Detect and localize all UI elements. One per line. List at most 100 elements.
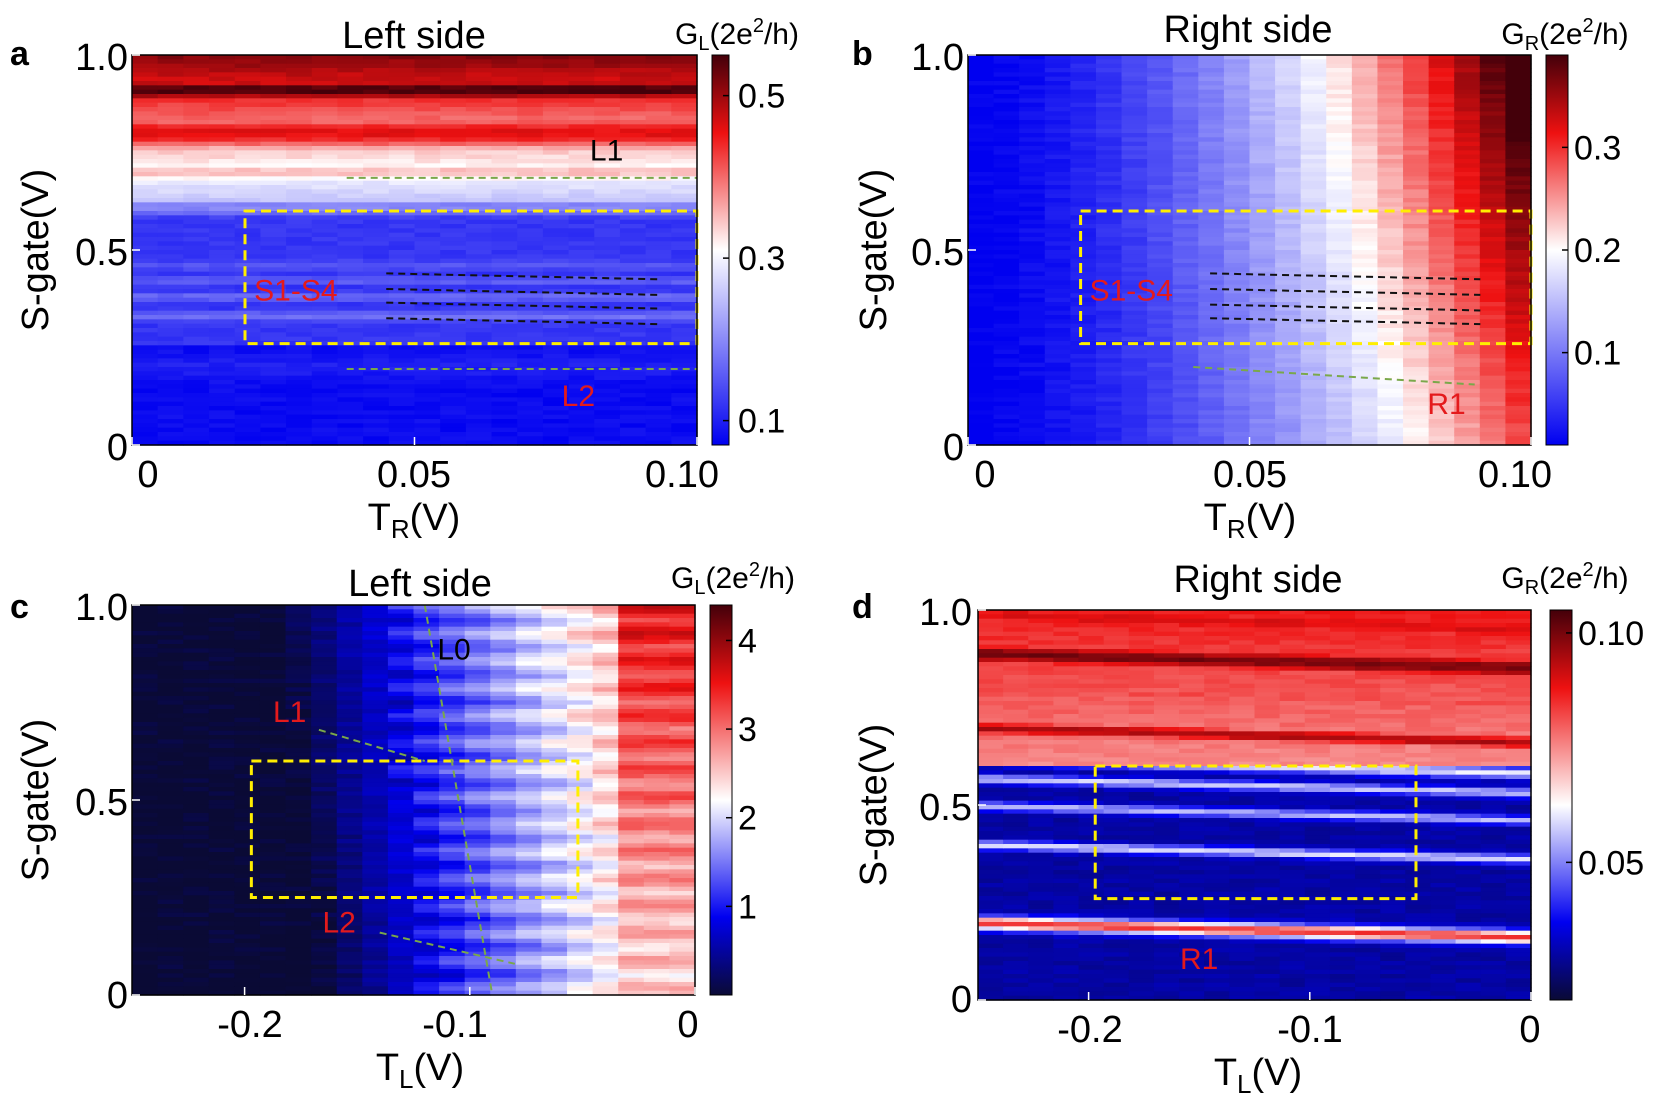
heatmap-cell: [1275, 124, 1302, 130]
heatmap-cell: [311, 852, 338, 857]
heatmap-cell: [1172, 297, 1199, 303]
heatmap-cell: [208, 800, 235, 805]
heatmap-cell: [336, 891, 363, 896]
heatmap-cell: [337, 267, 364, 273]
heatmap-cell: [542, 111, 570, 117]
heatmap-cell: [285, 791, 312, 797]
heatmap-cell: [671, 141, 698, 147]
heatmap-cell: [183, 618, 210, 623]
heatmap-cell: [465, 232, 493, 238]
heatmap-cell: [132, 59, 159, 65]
heatmap-cell: [388, 150, 416, 156]
heatmap-cell: [594, 384, 621, 390]
heatmap-cell: [568, 440, 595, 446]
heatmap-cell: [234, 834, 261, 840]
heatmap-cell: [209, 120, 236, 125]
heatmap-cell: [1223, 102, 1251, 108]
heatmap-cell: [311, 704, 338, 710]
heatmap-cell: [1377, 115, 1404, 121]
heatmap-cell: [491, 276, 518, 281]
heatmap-cell: [1147, 267, 1174, 273]
heatmap-cell: [568, 172, 595, 177]
heatmap-cell: [1275, 63, 1302, 69]
heatmap-cell: [285, 973, 312, 979]
heatmap-cell: [594, 388, 621, 394]
heatmap-cell: [1479, 414, 1507, 420]
heatmap-cell: [285, 804, 312, 810]
heatmap-cell: [1147, 284, 1174, 290]
heatmap-cell: [285, 912, 312, 918]
heatmap-cell: [1198, 237, 1225, 242]
heatmap-cell: [993, 354, 1020, 359]
heatmap-cell: [336, 964, 363, 970]
heatmap-cell: [1223, 159, 1251, 164]
heatmap-cell: [183, 882, 210, 888]
heatmap-cell: [1044, 263, 1071, 268]
heatmap-cell: [234, 159, 262, 164]
heatmap-cell: [260, 306, 287, 312]
heatmap-cell: [440, 76, 467, 82]
heatmap-cell: [234, 362, 262, 368]
heatmap-cell: [362, 674, 389, 680]
heatmap-cell: [363, 120, 390, 125]
heatmap-cell: [491, 55, 518, 60]
heatmap-cell: [1377, 163, 1404, 169]
heatmap-cell: [311, 440, 339, 446]
heatmap-cell: [1198, 198, 1225, 203]
heatmap-cell: [440, 176, 467, 182]
heatmap-cell: [1403, 59, 1430, 65]
heatmap-cell: [1479, 163, 1507, 169]
heatmap-cell: [1454, 120, 1481, 125]
heatmap-cell: [1044, 224, 1071, 229]
heatmap-cell: [1095, 328, 1123, 333]
heatmap-cell: [542, 401, 570, 407]
heatmap-cell: [1249, 414, 1276, 420]
heatmap-cell: [1019, 115, 1046, 121]
heatmap-cell: [132, 102, 159, 108]
heatmap-cell: [1019, 215, 1046, 221]
heatmap-cell: [157, 232, 184, 238]
heatmap-cell: [157, 865, 184, 870]
heatmap-cell: [542, 76, 570, 82]
heatmap-cell: [1377, 107, 1404, 112]
panel-title: Left side: [348, 563, 492, 605]
heatmap-cell: [1326, 198, 1353, 203]
heatmap-cell: [337, 414, 364, 420]
heatmap-cell: [1403, 310, 1430, 316]
heatmap-cell: [259, 756, 287, 762]
heatmap-cell: [388, 111, 416, 117]
heatmap-cell: [362, 778, 389, 784]
heatmap-cell: [1479, 128, 1507, 134]
heatmap-cell: [619, 98, 647, 104]
heatmap-cell: [132, 605, 159, 610]
heatmap-cell: [542, 154, 570, 160]
heatmap-cell: [311, 908, 338, 914]
heatmap-cell: [209, 380, 236, 385]
heatmap-cell: [645, 215, 672, 221]
heatmap-cell: [157, 371, 184, 377]
heatmap-cell: [1121, 219, 1148, 225]
heatmap-cell: [259, 644, 287, 649]
guide-line: [386, 317, 658, 326]
heatmap-cell: [1403, 245, 1430, 251]
heatmap-cell: [311, 276, 339, 281]
heatmap-cell: [671, 423, 698, 429]
heatmap-cell: [183, 219, 210, 225]
heatmap-cell: [311, 843, 338, 849]
colorbar: [711, 54, 730, 446]
heatmap-cell: [209, 68, 236, 73]
heatmap-cell: [440, 427, 467, 433]
heatmap-cell: [1249, 72, 1276, 78]
heatmap-cell: [414, 380, 441, 385]
heatmap-cell: [1505, 150, 1532, 156]
heatmap-cell: [311, 951, 338, 957]
heatmap-cell: [286, 228, 313, 234]
heatmap-cell: [132, 908, 159, 914]
heatmap-cell: [1095, 154, 1123, 160]
heatmap-cell: [1070, 423, 1097, 429]
heatmap-cell: [1121, 98, 1148, 104]
heatmap-cell: [465, 401, 493, 407]
y-axis-label: S-gate(V): [853, 169, 895, 332]
heatmap-cell: [259, 886, 287, 892]
heatmap-cell: [208, 791, 235, 797]
